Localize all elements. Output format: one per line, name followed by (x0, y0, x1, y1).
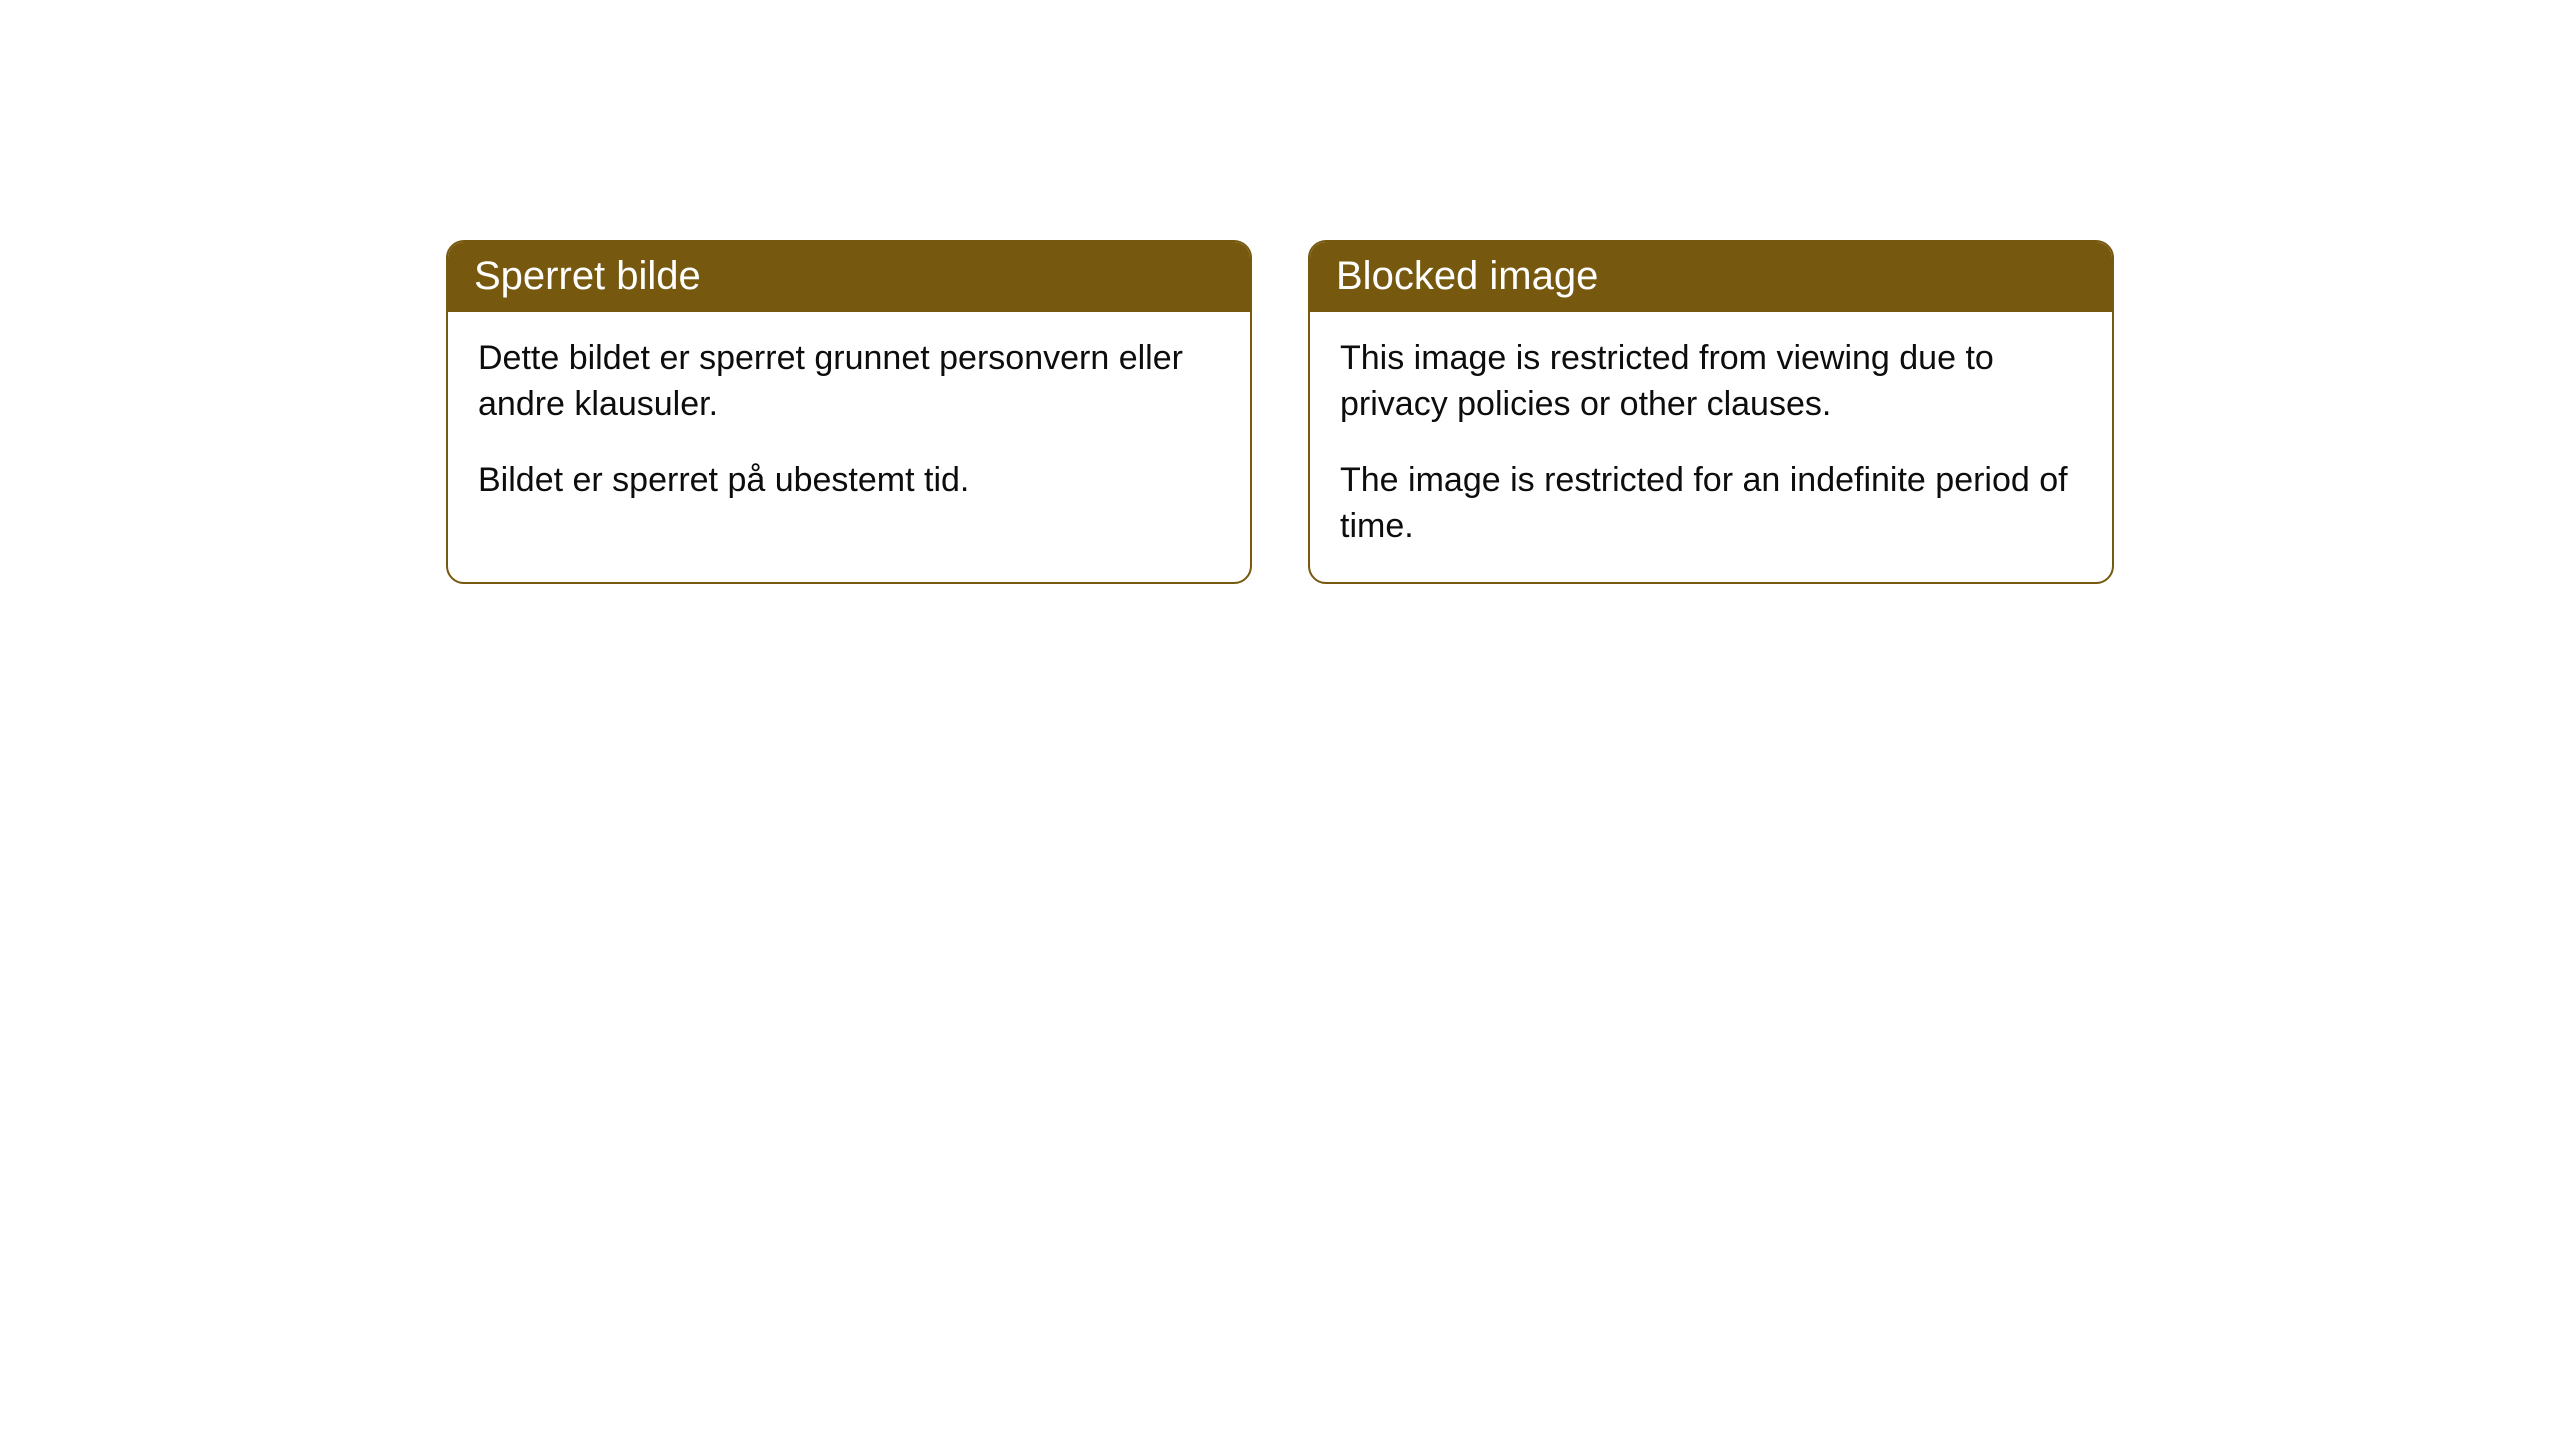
notice-cards-container: Sperret bilde Dette bildet er sperret gr… (446, 240, 2560, 584)
notice-card-norwegian: Sperret bilde Dette bildet er sperret gr… (446, 240, 1252, 584)
card-body: Dette bildet er sperret grunnet personve… (448, 312, 1250, 536)
notice-card-english: Blocked image This image is restricted f… (1308, 240, 2114, 584)
notice-paragraph: This image is restricted from viewing du… (1340, 336, 2082, 428)
notice-paragraph: The image is restricted for an indefinit… (1340, 458, 2082, 550)
card-header: Blocked image (1310, 242, 2112, 312)
card-header: Sperret bilde (448, 242, 1250, 312)
notice-paragraph: Dette bildet er sperret grunnet personve… (478, 336, 1220, 428)
notice-paragraph: Bildet er sperret på ubestemt tid. (478, 458, 1220, 504)
card-body: This image is restricted from viewing du… (1310, 312, 2112, 582)
